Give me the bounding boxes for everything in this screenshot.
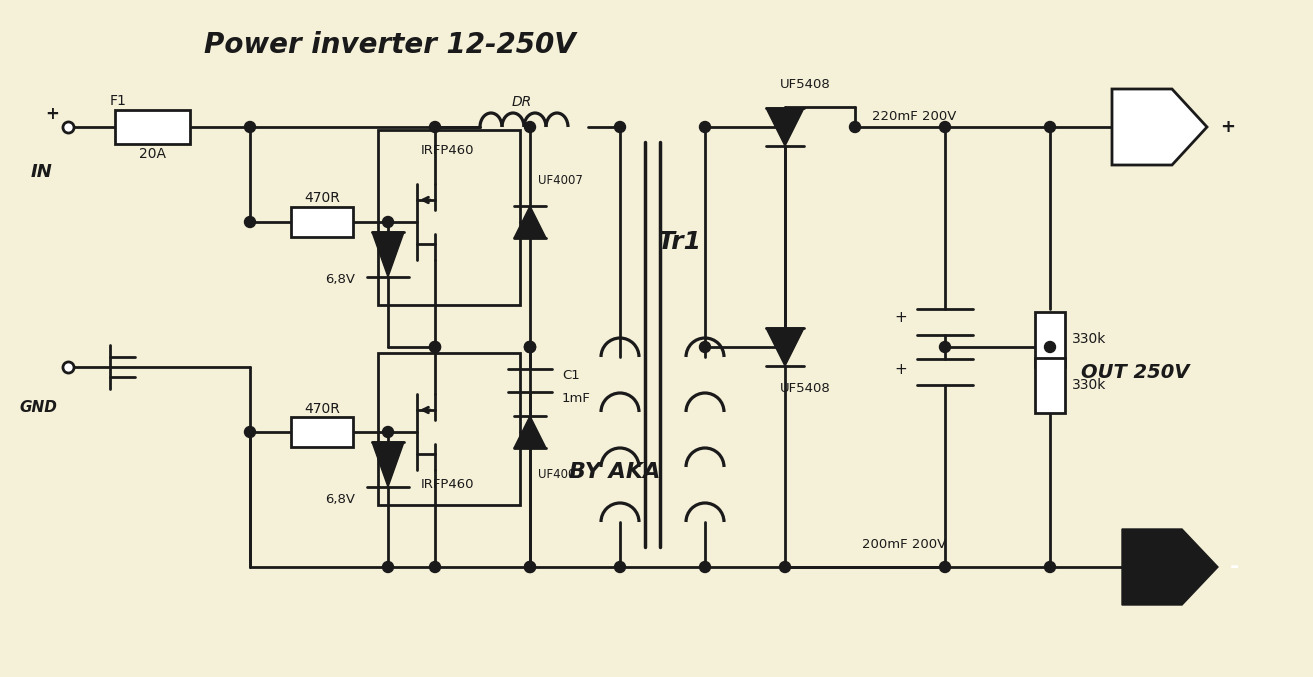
Bar xyxy=(378,353,520,505)
Circle shape xyxy=(429,341,440,353)
Circle shape xyxy=(244,217,256,227)
Text: BY AKA: BY AKA xyxy=(570,462,660,482)
Circle shape xyxy=(614,121,625,133)
Text: +: + xyxy=(894,362,907,376)
Text: 200mF 200V: 200mF 200V xyxy=(863,538,947,552)
Text: UF4007: UF4007 xyxy=(538,173,583,186)
Polygon shape xyxy=(1112,89,1207,165)
Circle shape xyxy=(780,561,790,573)
Circle shape xyxy=(700,341,710,353)
Circle shape xyxy=(1045,121,1056,133)
Circle shape xyxy=(524,121,536,133)
Circle shape xyxy=(524,341,536,353)
Circle shape xyxy=(700,561,710,573)
Circle shape xyxy=(244,427,256,437)
Circle shape xyxy=(1045,561,1056,573)
Circle shape xyxy=(780,341,790,353)
Polygon shape xyxy=(513,416,546,448)
Text: 470R: 470R xyxy=(305,191,340,205)
Circle shape xyxy=(382,427,394,437)
Bar xyxy=(378,130,520,305)
Circle shape xyxy=(614,561,625,573)
Text: 6,8V: 6,8V xyxy=(326,492,355,506)
Circle shape xyxy=(940,121,951,133)
Circle shape xyxy=(940,341,951,353)
Circle shape xyxy=(382,217,394,227)
Text: 1mF: 1mF xyxy=(562,393,591,406)
Polygon shape xyxy=(1123,529,1218,605)
Text: C1: C1 xyxy=(562,368,580,382)
Polygon shape xyxy=(372,232,404,277)
Polygon shape xyxy=(765,108,804,146)
Text: Tr1: Tr1 xyxy=(658,230,702,254)
Circle shape xyxy=(429,341,440,353)
Text: OUT 250V: OUT 250V xyxy=(1081,362,1190,382)
Text: IN: IN xyxy=(32,163,53,181)
Text: 6,8V: 6,8V xyxy=(326,274,355,286)
Circle shape xyxy=(524,561,536,573)
Circle shape xyxy=(524,341,536,353)
Text: UF4007: UF4007 xyxy=(538,468,583,481)
Text: IRFP460: IRFP460 xyxy=(420,144,474,156)
Text: F1: F1 xyxy=(109,94,126,108)
Circle shape xyxy=(1045,341,1056,353)
Text: 330k: 330k xyxy=(1071,378,1107,392)
Bar xyxy=(1035,357,1065,412)
Circle shape xyxy=(429,561,440,573)
Text: 330k: 330k xyxy=(1071,332,1107,346)
Circle shape xyxy=(382,561,394,573)
Text: 220mF 200V: 220mF 200V xyxy=(872,110,956,123)
Text: +: + xyxy=(894,309,907,324)
Text: UF5408: UF5408 xyxy=(780,79,831,91)
Circle shape xyxy=(850,121,860,133)
Polygon shape xyxy=(765,328,804,366)
Bar xyxy=(291,417,353,447)
Polygon shape xyxy=(372,442,404,487)
Text: +: + xyxy=(1220,118,1236,136)
Circle shape xyxy=(700,121,710,133)
Circle shape xyxy=(244,121,256,133)
Text: IRFP460: IRFP460 xyxy=(420,479,474,492)
Circle shape xyxy=(940,561,951,573)
Bar xyxy=(291,207,353,237)
Circle shape xyxy=(524,341,536,353)
Text: +: + xyxy=(45,105,59,123)
Text: 470R: 470R xyxy=(305,402,340,416)
Text: UF5408: UF5408 xyxy=(780,383,831,395)
Text: -: - xyxy=(1230,557,1239,577)
Bar xyxy=(1035,311,1065,366)
Bar xyxy=(114,110,189,144)
Text: 20A: 20A xyxy=(138,147,165,161)
Polygon shape xyxy=(513,206,546,238)
Text: DR: DR xyxy=(512,95,532,109)
Text: GND: GND xyxy=(20,399,56,414)
Circle shape xyxy=(524,561,536,573)
Circle shape xyxy=(429,121,440,133)
Text: Power inverter 12-250V: Power inverter 12-250V xyxy=(204,31,576,59)
